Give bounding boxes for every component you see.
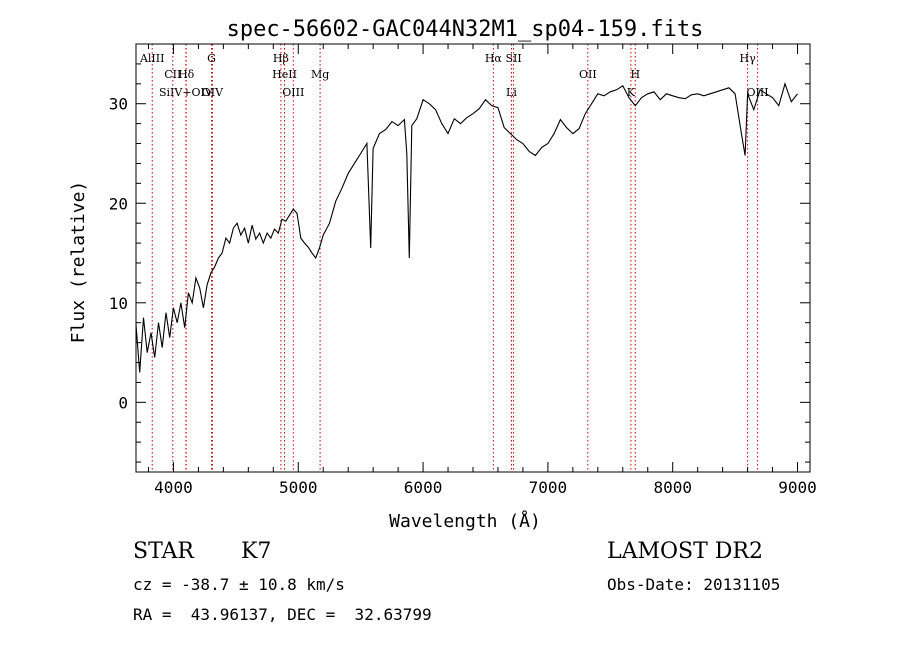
line-marker-label: Mg <box>311 68 329 81</box>
object-class: STAR <box>133 539 194 564</box>
observation-date: Obs-Date: 20131105 <box>607 575 781 594</box>
x-axis-label: Wavelength (Å) <box>389 510 541 532</box>
x-tick-label: 7000 <box>529 478 568 497</box>
y-tick-label: 20 <box>109 194 128 213</box>
line-marker-label: G <box>207 52 216 65</box>
x-tick-label: 5000 <box>279 478 318 497</box>
y-axis-label: Flux (relative) <box>68 181 89 344</box>
chart-title: spec-56602-GAC044N32M1_sp04-159.fits <box>227 17 704 42</box>
plot-frame <box>135 43 811 473</box>
line-marker-label: Hγ <box>740 52 757 65</box>
line-marker-label: HeII <box>272 68 297 81</box>
x-tick-label: 9000 <box>778 478 817 497</box>
object-subclass: K7 <box>241 539 272 564</box>
line-marker-label: H <box>630 68 640 81</box>
spectrum-series-line <box>135 81 798 373</box>
line-marker-label: SII <box>505 52 521 65</box>
x-tick-label: 4000 <box>154 478 193 497</box>
line-marker-label: OIII <box>747 86 769 99</box>
y-tick-label: 0 <box>118 393 128 412</box>
x-tick-label: 6000 <box>404 478 443 497</box>
line-marker-label: Li <box>506 86 517 99</box>
coordinates: RA = 43.96137, DEC = 32.63799 <box>133 605 432 624</box>
line-marker-label: Hβ <box>273 52 289 65</box>
line-marker-label: OII <box>579 68 597 81</box>
line-marker-label: OIII <box>282 86 304 99</box>
x-tick-label: 8000 <box>653 478 692 497</box>
y-tick-label: 10 <box>109 294 128 313</box>
line-marker-label: AlIII <box>139 52 165 65</box>
redshift-cz: cz = -38.7 ± 10.8 km/s <box>133 575 345 594</box>
line-marker-label: K <box>627 86 636 99</box>
line-marker-label: Hδ <box>178 68 195 81</box>
y-tick-label: 30 <box>109 95 128 114</box>
line-marker-label: CII <box>164 68 181 81</box>
plot-area: AlIIICIISiIV+OIVHδGOIVHβHeIIOIIIMgHαLiSI… <box>109 43 817 497</box>
line-marker-label: OIV <box>202 86 224 99</box>
survey-name: LAMOST DR2 <box>607 539 763 564</box>
line-marker-label: Hα <box>485 52 503 65</box>
